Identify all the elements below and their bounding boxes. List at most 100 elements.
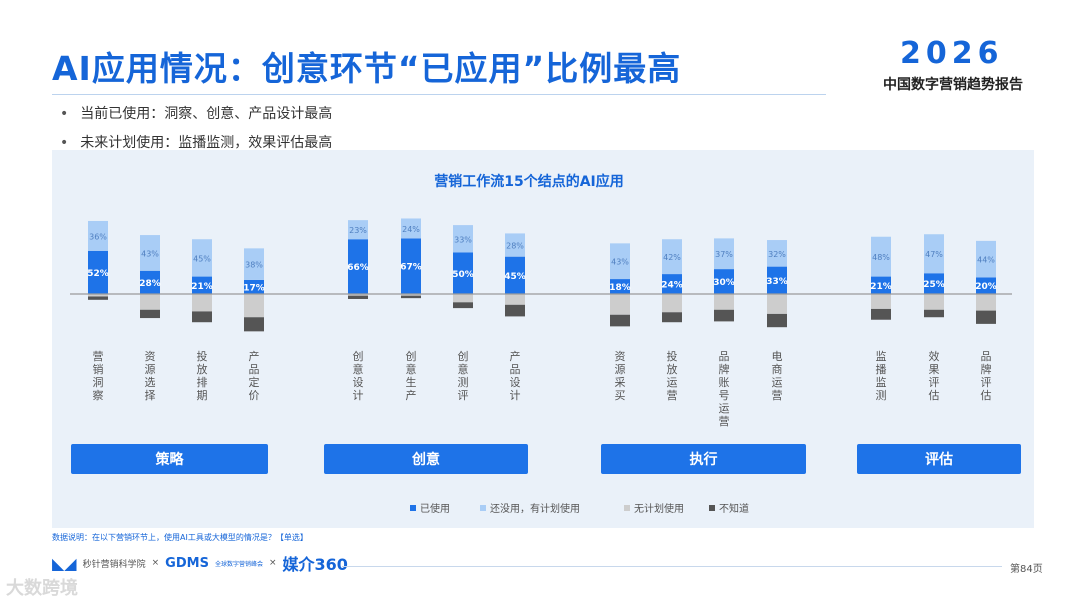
partner-separator: × xyxy=(268,558,277,568)
bar-segment xyxy=(924,273,944,294)
category-label-char: 账 xyxy=(719,376,730,389)
data-label: 21% xyxy=(191,282,213,292)
category-label-char: 品 xyxy=(249,363,260,376)
page-number: 第84页 xyxy=(1010,564,1043,575)
legend-swatch xyxy=(709,505,715,511)
bar-segment xyxy=(871,276,891,294)
category-label-char: 洞 xyxy=(93,376,104,389)
bar-segment xyxy=(662,294,682,313)
data-label: 20% xyxy=(975,282,997,292)
category-label-char: 源 xyxy=(615,362,626,376)
category-label-char: 品 xyxy=(510,363,521,376)
category-label-char: 择 xyxy=(145,388,156,402)
bar-segment xyxy=(505,256,525,294)
category-label-char: 创 xyxy=(458,350,469,363)
category-label-char: 投 xyxy=(197,349,208,363)
category-label-char: 牌 xyxy=(981,362,992,376)
title-divider xyxy=(52,94,826,95)
bar-segment xyxy=(662,274,682,294)
bar-segment xyxy=(453,225,473,253)
data-label: 25% xyxy=(923,280,945,290)
category-label-char: 意 xyxy=(458,362,469,376)
data-label: 36% xyxy=(89,232,107,241)
bar-segment xyxy=(610,294,630,315)
category-label-char: 放 xyxy=(197,362,208,376)
data-label: 24% xyxy=(402,225,420,234)
category-label-char: 评 xyxy=(929,376,940,389)
bar-segment xyxy=(192,311,212,323)
bar-segment xyxy=(348,220,368,240)
category-label-char: 运 xyxy=(667,376,678,389)
bar-segment xyxy=(871,294,891,309)
partner-logos: ◣◢ 秒针营销科学院 × GDMS 全球数字营销峰会 × 媒介360 xyxy=(52,553,348,575)
report-name: 中国数字营销趋势报告 xyxy=(883,77,1023,93)
bar-segment xyxy=(871,308,891,320)
bar-segment xyxy=(505,294,525,305)
bar-segment xyxy=(140,270,160,294)
data-label: 32% xyxy=(768,250,786,259)
category-label-char: 产 xyxy=(510,349,521,363)
bar-segment xyxy=(662,312,682,323)
category-label-char: 销 xyxy=(93,362,104,376)
bullet-item: 当前已使用：洞察、创意、产品设计最高 xyxy=(60,103,332,123)
bar-segment xyxy=(453,294,473,303)
category-label-char: 采 xyxy=(615,376,626,389)
bar-segment xyxy=(88,250,108,294)
category-label-char: 营 xyxy=(93,349,104,363)
bar-segment xyxy=(192,276,212,294)
legend-label: 不知道 xyxy=(719,502,749,515)
bar-segment xyxy=(767,266,787,294)
category-label-char: 计 xyxy=(510,389,521,402)
data-label: 66% xyxy=(347,263,369,273)
category-label-char: 商 xyxy=(772,362,783,376)
bar-segment xyxy=(610,314,630,327)
category-label-char: 计 xyxy=(353,389,364,402)
data-label: 24% xyxy=(661,281,683,291)
category-label-char: 评 xyxy=(981,376,992,389)
page-title: AI应用情况：创意环节“已应用”比例最高 xyxy=(52,49,682,88)
category-label-char: 创 xyxy=(406,350,417,363)
bar-segment xyxy=(244,317,264,332)
category-label-char: 察 xyxy=(93,388,104,402)
data-label: 47% xyxy=(925,250,943,259)
category-label-char: 价 xyxy=(249,389,260,402)
legend-swatch xyxy=(480,505,486,511)
category-label-char: 运 xyxy=(719,402,730,415)
bar-segment xyxy=(401,218,421,239)
data-label: 42% xyxy=(663,253,681,262)
category-label-char: 营 xyxy=(719,414,730,428)
bar-segment xyxy=(348,295,368,299)
category-label-char: 播 xyxy=(876,362,887,376)
category-label-char: 运 xyxy=(772,376,783,389)
data-label: 23% xyxy=(349,226,367,235)
bar-segment xyxy=(662,239,682,275)
bar-segment xyxy=(401,295,421,299)
bar-segment xyxy=(401,238,421,294)
data-label: 52% xyxy=(87,269,109,279)
footer-divider xyxy=(342,566,1002,567)
bar-segment xyxy=(88,220,108,251)
group-button-creative: 创意 xyxy=(324,444,528,474)
category-label-char: 期 xyxy=(197,389,208,402)
data-label: 18% xyxy=(609,283,631,293)
data-label: 67% xyxy=(400,263,422,273)
bar-segment xyxy=(924,309,944,318)
legend-label: 无计划使用 xyxy=(634,502,684,515)
bar-segment xyxy=(714,309,734,322)
category-label-char: 生 xyxy=(406,375,417,389)
data-label: 48% xyxy=(872,253,890,262)
bar-segment xyxy=(714,238,734,270)
bar-segment xyxy=(976,310,996,324)
category-label-char: 营 xyxy=(772,388,783,402)
data-label: 44% xyxy=(977,256,995,265)
category-label-char: 估 xyxy=(981,389,992,402)
category-label-char: 产 xyxy=(249,349,260,363)
bar-segment xyxy=(767,240,787,267)
partner-name: 秒针营销科学院 xyxy=(82,559,146,570)
bar-segment xyxy=(767,313,787,328)
bar-segment xyxy=(348,239,368,294)
bar-segment xyxy=(140,294,160,310)
data-label: 33% xyxy=(454,235,472,244)
legend-swatch xyxy=(624,505,630,511)
category-label-char: 产 xyxy=(406,388,417,402)
